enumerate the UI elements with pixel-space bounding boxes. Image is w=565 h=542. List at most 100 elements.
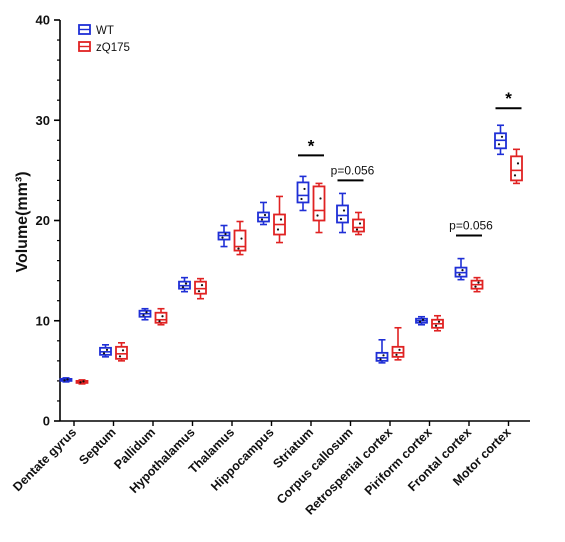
sample-dot bbox=[500, 135, 504, 138]
p-value-label: p=0.056 bbox=[331, 163, 375, 177]
box-iqr bbox=[296, 181, 310, 204]
sample-dot bbox=[263, 213, 267, 217]
sample-dot bbox=[102, 352, 106, 355]
sample-dot bbox=[221, 236, 224, 239]
box-iqr bbox=[336, 204, 349, 224]
sample-dot bbox=[224, 232, 227, 236]
boxes bbox=[59, 124, 523, 385]
box-WT-3 bbox=[178, 276, 191, 293]
sample-dot bbox=[197, 290, 201, 293]
sample-dot bbox=[437, 320, 441, 323]
box-iqr bbox=[194, 280, 207, 295]
box-iqr bbox=[233, 229, 247, 252]
sample-dot bbox=[121, 349, 125, 352]
sample-dot bbox=[63, 379, 66, 382]
box-WT-11 bbox=[494, 124, 507, 156]
box-iqr bbox=[312, 185, 326, 222]
sample-dot bbox=[79, 381, 82, 384]
legend-item-zQ175: zQ175 bbox=[78, 41, 130, 54]
x-tick-label: Piriform cortex bbox=[362, 425, 435, 498]
y-tick-label: 40 bbox=[36, 13, 50, 28]
sample-dot bbox=[181, 286, 185, 289]
box-iqr bbox=[115, 345, 128, 360]
sample-dot bbox=[497, 143, 501, 146]
sample-dot bbox=[358, 222, 362, 225]
y-tick-label: 30 bbox=[36, 113, 50, 128]
sample-dot bbox=[319, 197, 322, 200]
box-zQ175-6 bbox=[312, 182, 326, 234]
x-axis: Dentate gyrusSeptumPallidumHypothalamusT… bbox=[10, 420, 530, 518]
sample-dot bbox=[237, 247, 240, 250]
y-axis-label: Volume(mm³) bbox=[14, 171, 31, 272]
box-WT-4 bbox=[217, 224, 231, 248]
sample-dot bbox=[342, 209, 346, 212]
box-zQ175-8 bbox=[391, 326, 405, 361]
sample-dot bbox=[279, 218, 283, 221]
sample-dot bbox=[355, 228, 359, 231]
box-WT-6 bbox=[296, 175, 310, 212]
box-zQ175-7 bbox=[352, 211, 365, 236]
y-tick-label: 10 bbox=[36, 313, 50, 328]
sample-dot bbox=[421, 318, 425, 321]
significance-annotations: * p=0.056 p=0.056 * bbox=[298, 89, 522, 237]
box-zQ175-0 bbox=[75, 379, 89, 385]
p-value-label: p=0.056 bbox=[449, 219, 493, 233]
significance-star: * bbox=[505, 89, 512, 108]
x-tick-label: Dentate gyrus bbox=[10, 425, 79, 494]
sample-dot bbox=[276, 228, 280, 231]
significance-star: * bbox=[308, 136, 315, 155]
sample-dot bbox=[142, 314, 145, 317]
sample-dot bbox=[145, 311, 148, 314]
box-zQ175-5 bbox=[273, 195, 286, 244]
y-tick-label: 0 bbox=[43, 414, 50, 429]
box-zQ175-1 bbox=[115, 342, 128, 362]
box-WT-2 bbox=[138, 307, 152, 321]
sample-dot bbox=[398, 348, 401, 351]
box-WT-5 bbox=[257, 201, 270, 226]
box-WT-1 bbox=[99, 344, 112, 358]
sample-dot bbox=[516, 162, 520, 165]
box-iqr bbox=[352, 218, 365, 233]
box-zQ175-11 bbox=[510, 148, 523, 185]
y-axis: 0 10 20 30 40 bbox=[36, 13, 61, 429]
box-WT-7 bbox=[336, 192, 349, 234]
sample-dot bbox=[434, 324, 438, 327]
box-zQ175-4 bbox=[233, 220, 247, 256]
sample-dot bbox=[240, 237, 243, 240]
sample-dot bbox=[461, 269, 464, 272]
sample-dot bbox=[82, 380, 85, 383]
sample-dot bbox=[161, 315, 164, 318]
box-WT-10 bbox=[454, 257, 468, 281]
y-tick-label: 20 bbox=[36, 213, 50, 228]
sample-dot bbox=[105, 348, 109, 351]
sample-dot bbox=[303, 187, 306, 191]
sample-dot bbox=[158, 320, 161, 323]
legend-label: zQ175 bbox=[96, 42, 130, 54]
sample-dot bbox=[184, 282, 188, 285]
sample-dot bbox=[418, 320, 422, 323]
box-WT-9 bbox=[415, 315, 428, 326]
sample-dot bbox=[477, 281, 480, 284]
sample-dot bbox=[118, 355, 122, 358]
sample-dot bbox=[513, 174, 517, 177]
legend-label: WT bbox=[96, 25, 114, 37]
sample-dot bbox=[300, 197, 303, 201]
sample-dot bbox=[66, 378, 69, 381]
box-zQ175-2 bbox=[154, 307, 168, 326]
box-iqr bbox=[510, 155, 523, 182]
sample-dot bbox=[379, 358, 382, 361]
box-zQ175-3 bbox=[194, 277, 207, 300]
box-zQ175-9 bbox=[431, 314, 444, 332]
sample-dot bbox=[395, 353, 398, 356]
legend: WT zQ175 bbox=[78, 24, 130, 54]
sample-dot bbox=[382, 354, 385, 357]
box-WT-8 bbox=[375, 338, 389, 364]
sample-dot bbox=[316, 214, 319, 217]
sample-dot bbox=[458, 273, 461, 276]
sample-dot bbox=[260, 218, 264, 221]
sample-dot bbox=[474, 285, 477, 288]
box-iqr bbox=[375, 351, 389, 362]
legend-item-WT: WT bbox=[78, 24, 114, 37]
box-iqr bbox=[154, 311, 168, 324]
